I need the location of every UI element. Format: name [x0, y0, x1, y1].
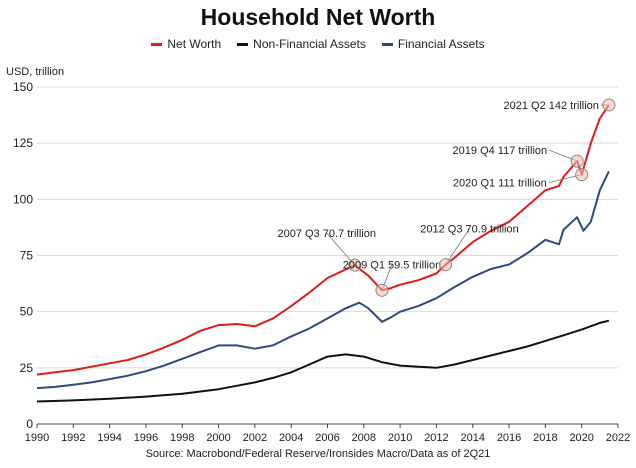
x-tick-label-2008: 2008: [352, 432, 376, 444]
annotation-2009-q1-59-5-trillion-marker: [375, 283, 389, 297]
y-tick-label-150: 150: [13, 80, 33, 94]
annotation-2007-q3-70-7-trillion-leader: [326, 232, 356, 266]
annotation-2020-q1-111-trillion-marker: [575, 168, 589, 182]
legend-item-financial-assets: Financial Assets: [381, 37, 485, 51]
y-tick-label-125: 125: [13, 136, 33, 150]
legend-label-net-worth: Net Worth: [167, 37, 222, 51]
y-axis-label: USD, trillion: [6, 66, 64, 78]
x-tick-label-2012: 2012: [424, 432, 448, 444]
legend-label-financial-assets: Financial Assets: [397, 37, 485, 51]
series-line-non-financial-assets: [36, 319, 610, 403]
x-tick-label-1998: 1998: [170, 432, 194, 444]
annotation-2009-q1-59-5-trillion-label: 2009 Q1 59.5 trillion: [343, 259, 441, 271]
annotation-2021-q2-142-trillion-label: 2021 Q2 142 trillion: [504, 100, 599, 112]
legend-item-non-financial-assets: Non-Financial Assets: [237, 37, 366, 51]
x-tick-label-1994: 1994: [97, 432, 121, 444]
x-tick-label-2016: 2016: [497, 432, 521, 444]
legend-swatch-net-worth: [151, 42, 163, 46]
x-tick-label-2004: 2004: [279, 432, 303, 444]
series-line-net-worth: [36, 104, 610, 376]
y-tick-label-0: 0: [26, 417, 33, 431]
y-tick-label-25: 25: [20, 361, 34, 375]
y-tick-label-100: 100: [13, 192, 33, 206]
annotation-2012-q3-70-9-trillion-label: 2012 Q3 70.9 trillion: [420, 224, 518, 236]
legend-swatch-non-financial-assets: [237, 42, 249, 46]
x-tick-label-2006: 2006: [315, 432, 339, 444]
legend-label-non-financial-assets: Non-Financial Assets: [253, 37, 366, 51]
annotation-2021-q2-142-trillion-marker: [602, 98, 616, 112]
annotation-2007-q3-70-7-trillion-marker: [348, 258, 362, 272]
x-tick-label-2000: 2000: [206, 432, 230, 444]
x-tick-label-2022: 2022: [606, 432, 630, 444]
series-line-financial-assets: [36, 170, 610, 390]
y-tick-label-50: 50: [20, 305, 34, 319]
chart-legend: Net Worth Non-Financial Assets Financial…: [0, 37, 636, 51]
x-tick-label-2014: 2014: [461, 432, 485, 444]
x-tick-label-2010: 2010: [388, 432, 412, 444]
annotation-2012-q3-70-9-trillion-marker: [439, 258, 453, 272]
x-tick-label-2018: 2018: [533, 432, 557, 444]
annotation-2007-q3-70-7-trillion-label: 2007 Q3 70.7 trillion: [278, 228, 376, 240]
y-tick-label-75: 75: [20, 249, 34, 263]
annotation-2012-q3-70-9-trillion-leader: [445, 228, 470, 265]
annotation-2020-q1-111-trillion-label: 2020 Q1 111 trillion: [453, 178, 547, 190]
annotation-2019-q4-117-trillion-label: 2019 Q4 117 trillion: [453, 145, 548, 157]
x-tick-label-1996: 1996: [134, 432, 158, 444]
x-tick-label-1990: 1990: [25, 432, 49, 444]
x-tick-label-2020: 2020: [569, 432, 593, 444]
x-tick-label-2002: 2002: [243, 432, 267, 444]
chart-title: Household Net Worth: [200, 4, 436, 30]
annotation-2019-q4-117-trillion-marker: [570, 154, 584, 168]
legend-swatch-financial-assets: [381, 42, 393, 46]
source-note: Source: Macrobond/Federal Reserve/Ironsi…: [145, 448, 491, 460]
x-tick-label-1992: 1992: [61, 432, 85, 444]
legend-item-net-worth: Net Worth: [151, 37, 221, 51]
